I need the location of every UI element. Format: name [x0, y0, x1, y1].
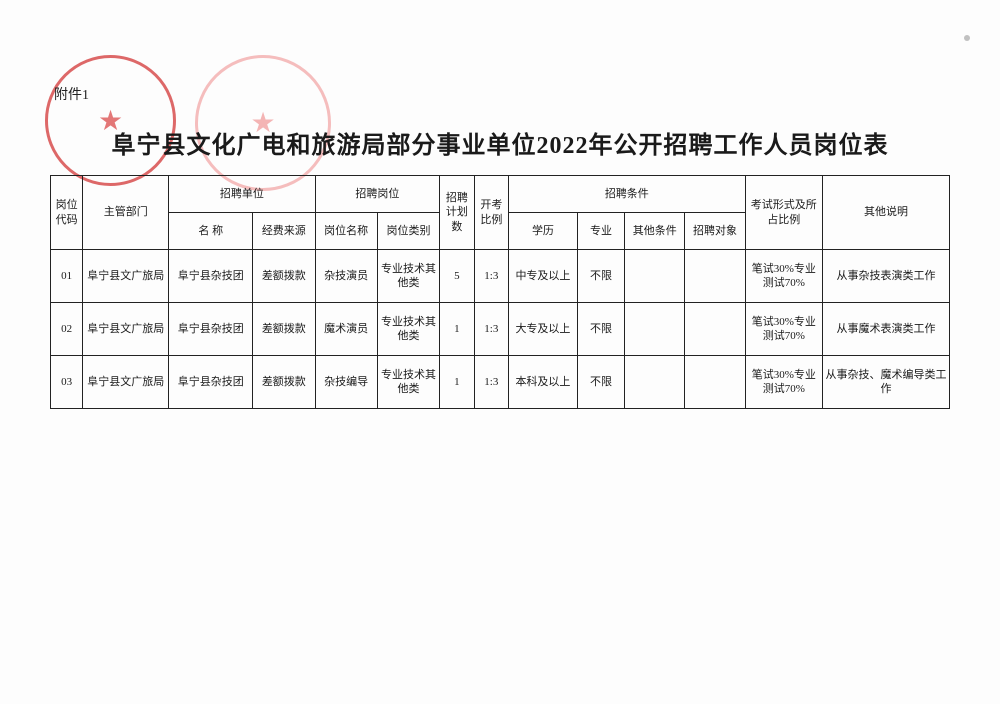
cell-exam: 笔试30%专业测试70%: [745, 356, 822, 409]
table-row: 02 阜宁县文广旅局 阜宁县杂技团 差额拨款 魔术演员 专业技术其他类 1 1:…: [51, 303, 950, 356]
cell-code: 03: [51, 356, 83, 409]
cell-major: 不限: [577, 303, 624, 356]
cell-plan: 5: [440, 250, 474, 303]
cell-edu: 中专及以上: [509, 250, 578, 303]
cell-note: 从事魔术表演类工作: [823, 303, 950, 356]
th-ratio: 开考比例: [474, 176, 508, 250]
page-title: 阜宁县文化广电和旅游局部分事业单位2022年公开招聘工作人员岗位表: [0, 125, 1000, 160]
cell-ratio: 1:3: [474, 356, 508, 409]
cell-fund: 差额拨款: [253, 356, 315, 409]
th-note: 其他说明: [823, 176, 950, 250]
th-unit-group: 招聘单位: [169, 176, 315, 213]
th-dept: 主管部门: [83, 176, 169, 250]
cell-ratio: 1:3: [474, 250, 508, 303]
cell-exam: 笔试30%专业测试70%: [745, 250, 822, 303]
cell-target: [685, 250, 745, 303]
th-cond-group: 招聘条件: [509, 176, 746, 213]
th-pos-type: 岗位类别: [377, 213, 439, 250]
attachment-label: 附件1: [54, 84, 89, 104]
th-major: 专业: [577, 213, 624, 250]
cell-note: 从事杂技表演类工作: [823, 250, 950, 303]
table-row: 03 阜宁县文广旅局 阜宁县杂技团 差额拨款 杂技编导 专业技术其他类 1 1:…: [51, 356, 950, 409]
th-unit-name: 名 称: [169, 213, 253, 250]
table-body: 01 阜宁县文广旅局 阜宁县杂技团 差额拨款 杂技演员 专业技术其他类 5 1:…: [51, 250, 950, 409]
cell-target: [685, 303, 745, 356]
cell-posname: 杂技演员: [315, 250, 377, 303]
cell-exam: 笔试30%专业测试70%: [745, 303, 822, 356]
cell-dept: 阜宁县文广旅局: [83, 250, 169, 303]
table-row: 01 阜宁县文广旅局 阜宁县杂技团 差额拨款 杂技演员 专业技术其他类 5 1:…: [51, 250, 950, 303]
cell-ratio: 1:3: [474, 303, 508, 356]
cell-plan: 1: [440, 356, 474, 409]
page: ★ ★ 附件1 阜宁县文化广电和旅游局部分事业单位2022年公开招聘工作人员岗位…: [0, 0, 1000, 704]
th-other-cond: 其他条件: [625, 213, 685, 250]
th-exam: 考试形式及所占比例: [745, 176, 822, 250]
cell-major: 不限: [577, 250, 624, 303]
cell-other: [625, 250, 685, 303]
cell-posname: 杂技编导: [315, 356, 377, 409]
cell-code: 02: [51, 303, 83, 356]
official-seal-2: ★: [195, 55, 331, 191]
cell-unit: 阜宁县杂技团: [169, 250, 253, 303]
cell-other: [625, 303, 685, 356]
scan-artifact: [964, 35, 970, 41]
cell-postype: 专业技术其他类: [377, 250, 439, 303]
cell-unit: 阜宁县杂技团: [169, 356, 253, 409]
cell-target: [685, 356, 745, 409]
cell-edu: 大专及以上: [509, 303, 578, 356]
cell-unit: 阜宁县杂技团: [169, 303, 253, 356]
th-edu: 学历: [509, 213, 578, 250]
th-pos-name: 岗位名称: [315, 213, 377, 250]
cell-fund: 差额拨款: [253, 250, 315, 303]
cell-postype: 专业技术其他类: [377, 303, 439, 356]
th-unit-fund: 经费来源: [253, 213, 315, 250]
th-target: 招聘对象: [685, 213, 745, 250]
cell-postype: 专业技术其他类: [377, 356, 439, 409]
cell-edu: 本科及以上: [509, 356, 578, 409]
cell-dept: 阜宁县文广旅局: [83, 356, 169, 409]
th-pos-group: 招聘岗位: [315, 176, 440, 213]
cell-posname: 魔术演员: [315, 303, 377, 356]
cell-code: 01: [51, 250, 83, 303]
cell-major: 不限: [577, 356, 624, 409]
cell-dept: 阜宁县文广旅局: [83, 303, 169, 356]
job-table-wrap: 岗位代码 主管部门 招聘单位 招聘岗位 招聘计划数 开考比例 招聘条件 考试形式…: [50, 175, 950, 409]
official-seal-1: ★: [45, 55, 176, 186]
header-row-1: 岗位代码 主管部门 招聘单位 招聘岗位 招聘计划数 开考比例 招聘条件 考试形式…: [51, 176, 950, 213]
cell-plan: 1: [440, 303, 474, 356]
cell-other: [625, 356, 685, 409]
th-plan: 招聘计划数: [440, 176, 474, 250]
job-table: 岗位代码 主管部门 招聘单位 招聘岗位 招聘计划数 开考比例 招聘条件 考试形式…: [50, 175, 950, 409]
cell-fund: 差额拨款: [253, 303, 315, 356]
cell-note: 从事杂技、魔术编导类工作: [823, 356, 950, 409]
th-code: 岗位代码: [51, 176, 83, 250]
